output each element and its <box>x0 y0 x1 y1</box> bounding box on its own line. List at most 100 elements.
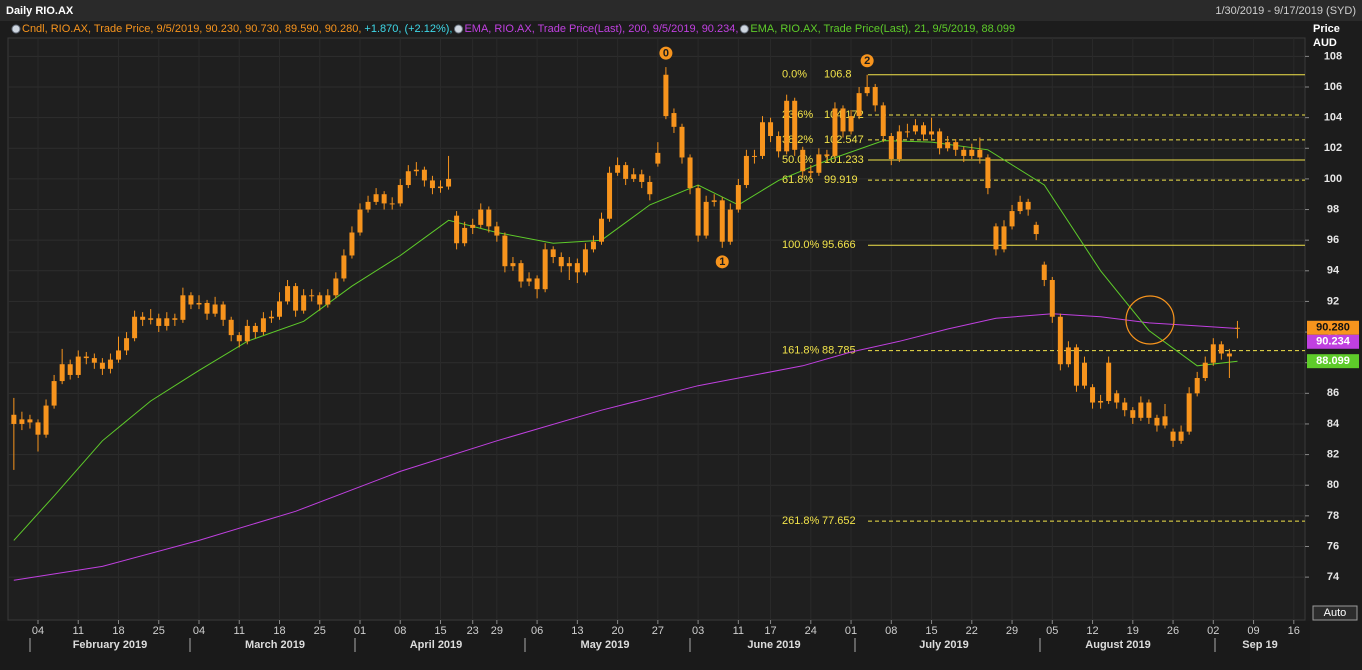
fib-label: 50.0% <box>782 154 813 166</box>
y-tick-label: 96 <box>1327 234 1339 246</box>
x-tick-label: 13 <box>571 625 583 637</box>
x-tick-label: 18 <box>112 625 124 637</box>
candle-body <box>880 105 886 137</box>
x-tick-label: 25 <box>314 625 326 637</box>
candle-body <box>1001 226 1007 250</box>
candle-body <box>67 364 73 375</box>
candle-body <box>1122 402 1128 411</box>
candle-body <box>751 155 757 157</box>
candle-body <box>478 209 484 225</box>
candle-body <box>1138 402 1144 418</box>
candle-body <box>454 215 460 244</box>
point-label: 1 <box>719 256 725 268</box>
candle-body <box>438 186 443 189</box>
candle-body <box>647 181 653 195</box>
auto-button[interactable] <box>1312 605 1358 621</box>
fib-value: 77.652 <box>822 515 856 527</box>
candle-body <box>1202 362 1208 379</box>
candle-body <box>582 249 588 273</box>
candle-body <box>486 209 492 227</box>
candle-body <box>1033 224 1039 235</box>
candle-body <box>566 263 572 267</box>
candle-body <box>896 131 902 159</box>
y-axis-label: AUD <box>1313 37 1337 49</box>
candle-body <box>848 116 854 132</box>
candle-body <box>792 100 798 150</box>
x-tick-label: 16 <box>1288 625 1300 637</box>
y-axis-label: Price <box>1313 23 1340 35</box>
candle-body <box>124 338 130 351</box>
candle-body <box>365 201 371 210</box>
candle-body <box>518 263 524 282</box>
candle-body <box>824 154 830 156</box>
x-tick-label: 03 <box>692 625 704 637</box>
y-tick-label: 78 <box>1327 510 1339 522</box>
candle-body <box>132 316 138 339</box>
candle-body <box>510 263 516 267</box>
candle-body <box>550 249 556 258</box>
candle-body <box>204 302 210 314</box>
candle-body <box>99 362 105 369</box>
fib-label: 161.8% <box>782 345 820 357</box>
candle-body <box>413 169 419 172</box>
x-tick-label: 02 <box>1207 625 1219 637</box>
x-tick-label: 19 <box>1127 625 1139 637</box>
fib-label: 61.8% <box>782 174 813 186</box>
y-tick-label: 102 <box>1324 142 1342 154</box>
legend-entry: EMA, RIO.AX, Trade Price(Last), 200, 9/5… <box>464 23 738 35</box>
x-tick-label: 29 <box>491 625 503 637</box>
y-tick-label: 98 <box>1327 203 1339 215</box>
candle-body <box>389 203 395 205</box>
y-tick-label: 76 <box>1327 540 1339 552</box>
candle-body <box>1114 393 1120 403</box>
candle-body <box>912 125 918 132</box>
x-tick-label: 17 <box>764 625 776 637</box>
fib-label: 23.6% <box>782 109 813 121</box>
candle-body <box>35 422 41 435</box>
candle-body <box>808 171 814 173</box>
last-value-label: 88.099 <box>1316 355 1350 367</box>
last-value-label: 90.280 <box>1316 322 1350 334</box>
auto-button-label[interactable]: Auto <box>1324 607 1347 619</box>
highlight-circle <box>1125 295 1175 345</box>
candle-body <box>840 108 846 132</box>
x-tick-label: 04 <box>193 625 205 637</box>
candle-body <box>542 249 548 290</box>
legend-change: +1.870, (+2.12%), <box>364 23 452 35</box>
x-tick-label: 23 <box>467 625 479 637</box>
candle-body <box>301 295 307 311</box>
candle-body <box>711 200 717 202</box>
candle-body <box>872 87 878 106</box>
candle-body <box>293 286 299 311</box>
x-tick-label: 05 <box>1046 625 1058 637</box>
candle-body <box>180 295 186 320</box>
candle-body <box>172 318 178 320</box>
candle-body <box>373 194 379 202</box>
candle-body <box>904 131 910 133</box>
candle-body <box>1090 387 1096 403</box>
last-value-label: 90.234 <box>1316 336 1351 348</box>
candle-body <box>494 226 500 236</box>
x-tick-label: 01 <box>845 625 857 637</box>
candle-body <box>236 335 242 342</box>
fib-label: 38.2% <box>782 134 813 146</box>
candle-body <box>623 165 629 179</box>
candle-body <box>1106 362 1112 401</box>
candle-body <box>639 174 645 182</box>
y-tick-label: 74 <box>1327 571 1340 583</box>
candle-body <box>27 419 33 423</box>
fib-label: 100.0% <box>782 239 820 251</box>
x-tick-label: 25 <box>153 625 165 637</box>
candle-body <box>1154 417 1160 426</box>
candle-body <box>212 304 218 314</box>
fib-label: 261.8% <box>782 515 820 527</box>
x-tick-label: 27 <box>652 625 664 637</box>
fib-value: 102.547 <box>824 134 864 146</box>
candle-body <box>51 381 57 406</box>
candle-body <box>1082 362 1087 386</box>
candle-body <box>116 350 121 360</box>
x-axis-band <box>0 621 1310 670</box>
candle-body <box>671 113 677 127</box>
y-tick-label: 86 <box>1327 387 1339 399</box>
